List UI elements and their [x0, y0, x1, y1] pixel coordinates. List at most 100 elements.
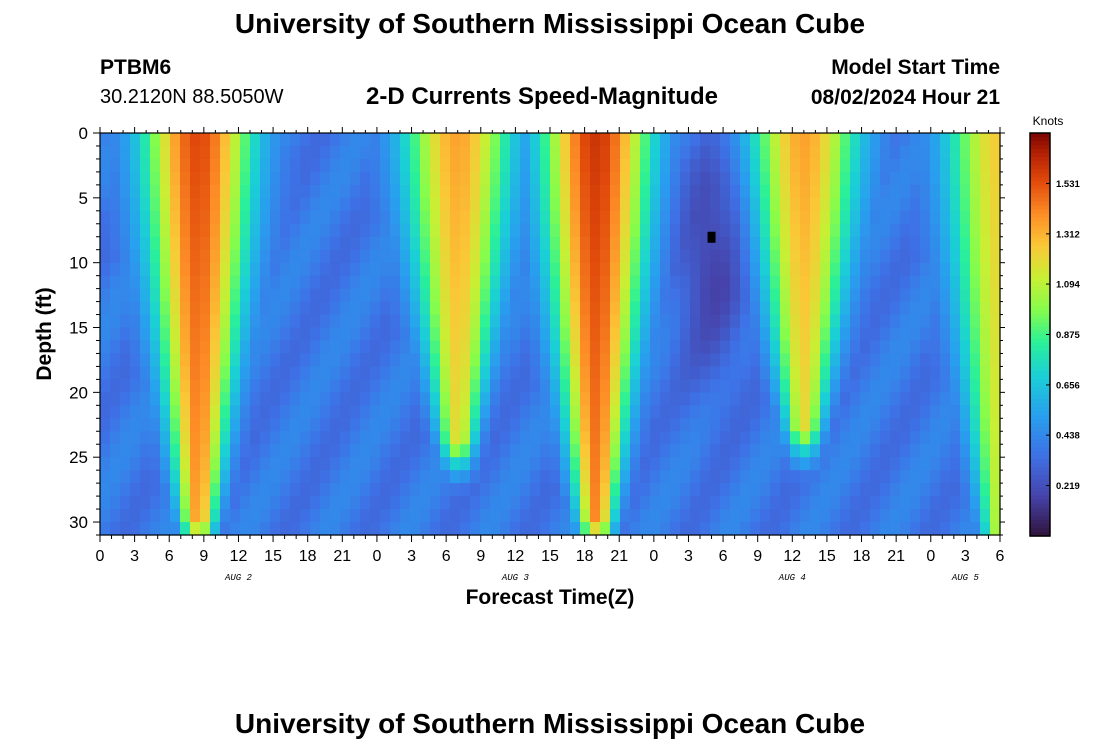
heatmap-cell [330, 210, 341, 225]
heatmap-cell [150, 353, 161, 368]
heatmap-cell [970, 262, 981, 277]
heatmap-cell [970, 366, 981, 380]
heatmap-cell [850, 418, 861, 432]
heatmap-cell [700, 353, 711, 368]
heatmap-cell [180, 223, 191, 238]
heatmap-cell [160, 262, 171, 277]
heatmap-cell [920, 171, 931, 186]
heatmap-cell [380, 379, 391, 393]
heatmap-cell [730, 262, 741, 277]
heatmap-cell [580, 301, 591, 316]
heatmap-cell [180, 457, 191, 471]
heatmap-cell [160, 379, 171, 393]
heatmap-cell [170, 431, 181, 445]
heatmap-cell [260, 275, 271, 290]
heatmap-cell [320, 509, 331, 523]
heatmap-cell [790, 483, 801, 497]
heatmap-cell [390, 262, 401, 277]
heatmap-cell [810, 197, 821, 212]
heatmap-cell [910, 171, 921, 186]
heatmap-cell [140, 405, 151, 419]
heatmap-cell [940, 133, 951, 147]
x-tick-label: 3 [684, 548, 693, 565]
heatmap-cell [640, 301, 651, 316]
heatmap-cell [680, 171, 691, 186]
heatmap-cell [230, 275, 241, 290]
heatmap-cell [600, 379, 611, 393]
heatmap-cell [970, 275, 981, 290]
heatmap-cell [660, 133, 671, 147]
heatmap-cell [310, 340, 321, 355]
heatmap-cell [540, 236, 551, 251]
heatmap-cell [900, 457, 911, 471]
heatmap-cell [710, 444, 721, 458]
heatmap-cell [480, 405, 491, 419]
heatmap-cell [600, 262, 611, 277]
heatmap-cell [330, 249, 341, 264]
heatmap-cell [690, 431, 701, 445]
heatmap-cell [350, 210, 361, 225]
heatmap-cell [440, 405, 451, 419]
heatmap-cell [370, 483, 381, 497]
heatmap-cell [450, 133, 461, 147]
heatmap-cell [110, 184, 121, 199]
heatmap-cell [700, 210, 711, 225]
heatmap-cell [930, 405, 941, 419]
heatmap-cell [220, 340, 231, 355]
colorbar-segment [1030, 451, 1050, 456]
x-tick-label: 15 [264, 548, 282, 565]
heatmap-cell [520, 197, 531, 212]
heatmap-cell [780, 171, 791, 186]
heatmap-cell [350, 145, 361, 160]
heatmap-cell [360, 522, 371, 536]
heatmap-cell [930, 353, 941, 368]
heatmap-cell [490, 379, 501, 393]
heatmap-cell [920, 457, 931, 471]
heatmap-cell [770, 327, 781, 342]
heatmap-cell [260, 171, 271, 186]
heatmap-cell [330, 392, 341, 406]
plot-subtitle: 2-D Currents Speed-Magnitude [366, 83, 719, 110]
heatmap-cell [960, 223, 971, 238]
heatmap-cell [320, 223, 331, 238]
heatmap-cell [110, 431, 121, 445]
heatmap-cell [200, 236, 211, 251]
heatmap-cell [680, 210, 691, 225]
heatmap-cell [580, 509, 591, 523]
heatmap-cell [120, 366, 131, 380]
heatmap-cell [750, 262, 761, 277]
heatmap-cell [310, 405, 321, 419]
heatmap-cell [910, 184, 921, 199]
heatmap-cell [670, 496, 681, 510]
heatmap-cell [900, 197, 911, 212]
heatmap-cell [680, 457, 691, 471]
heatmap-cell [300, 184, 311, 199]
heatmap-cell [740, 197, 751, 212]
heatmap-cell [590, 314, 601, 329]
heatmap-cell [610, 509, 621, 523]
heatmap-cell [170, 327, 181, 342]
heatmap-cell [290, 145, 301, 160]
heatmap-cell [540, 483, 551, 497]
heatmap-cell [500, 366, 511, 380]
heatmap-cell [860, 223, 871, 238]
heatmap-cell [210, 405, 221, 419]
heatmap-cell [420, 210, 431, 225]
heatmap-cell [290, 457, 301, 471]
heatmap-cell [170, 366, 181, 380]
heatmap-cell [680, 145, 691, 160]
heatmap-cell [230, 509, 241, 523]
heatmap-cell [300, 509, 311, 523]
heatmap-cell [630, 522, 641, 536]
heatmap-cell [250, 379, 261, 393]
heatmap-cell [700, 457, 711, 471]
heatmap-cell [650, 236, 661, 251]
heatmap-cell [470, 249, 481, 264]
heatmap-cell [840, 522, 851, 536]
heatmap-cell [770, 418, 781, 432]
heatmap-cell [730, 496, 741, 510]
heatmap-cell [450, 197, 461, 212]
heatmap-cell [270, 366, 281, 380]
colorbar-segment [1030, 133, 1050, 138]
heatmap-cell [190, 353, 201, 368]
